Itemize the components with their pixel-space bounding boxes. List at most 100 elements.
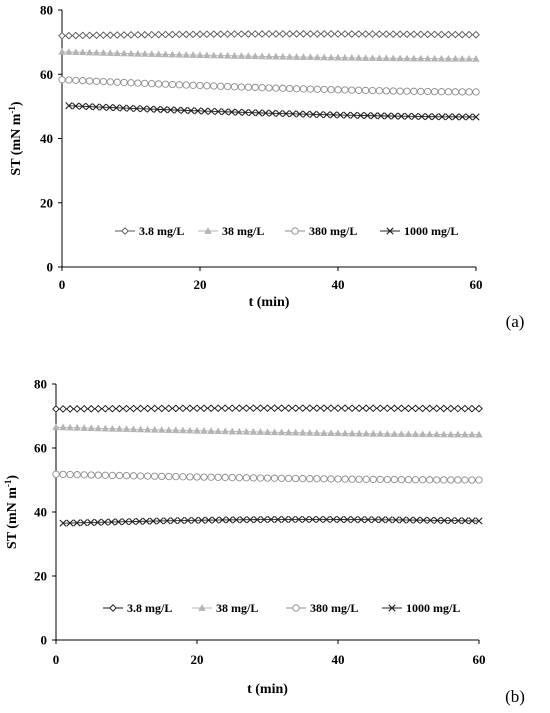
data-point (148, 80, 156, 88)
data-point (327, 30, 335, 38)
data-point (241, 108, 249, 117)
data-point (292, 85, 301, 93)
data-point (403, 54, 411, 62)
data-point (73, 405, 81, 413)
data-point (354, 54, 363, 61)
data-point (272, 52, 280, 60)
data-point (179, 426, 187, 434)
x-tick-label: 40 (332, 652, 345, 667)
data-point (306, 30, 315, 38)
data-point (193, 426, 201, 434)
data-point (232, 516, 240, 524)
series-line (68, 105, 477, 118)
data-point (237, 83, 246, 91)
legend-marker (388, 604, 396, 612)
data-point (87, 404, 96, 413)
data-point (272, 84, 280, 92)
data-point (291, 404, 300, 412)
data-point (228, 404, 237, 413)
data-point (272, 30, 280, 38)
data-point (134, 79, 142, 87)
data-point (129, 472, 138, 480)
data-point (115, 471, 124, 480)
data-point (99, 31, 108, 40)
data-point (461, 404, 469, 413)
data-point (274, 515, 282, 524)
data-point (399, 516, 407, 524)
data-point (472, 55, 480, 62)
data-point (165, 472, 173, 481)
data-point (80, 471, 88, 479)
data-point (214, 473, 222, 481)
data-point (244, 30, 253, 38)
data-point (382, 30, 391, 38)
legend-label: 3.8 mg/L (139, 224, 184, 238)
data-point (122, 425, 131, 432)
data-point (115, 404, 124, 413)
data-point (282, 110, 290, 118)
data-point (87, 424, 95, 432)
data-point (439, 404, 448, 413)
data-point (363, 112, 372, 120)
data-point (437, 30, 446, 39)
data-point (253, 516, 261, 524)
data-point (447, 430, 455, 438)
legend-marker (386, 227, 394, 235)
legend-label: 1000 mg/L (404, 224, 458, 238)
data-point (389, 54, 397, 62)
data-point (128, 517, 136, 526)
data-point (186, 426, 194, 434)
data-point (108, 404, 117, 413)
data-point (168, 50, 177, 58)
data-point (423, 54, 432, 62)
x-tick-label: 20 (194, 277, 207, 292)
data-point (244, 83, 252, 91)
data-point (154, 30, 163, 39)
legend-marker (291, 227, 299, 235)
data-point (348, 429, 356, 437)
data-point (94, 424, 103, 432)
data-point (270, 404, 279, 412)
data-point (417, 87, 425, 96)
data-point (165, 426, 173, 433)
data-point (78, 31, 87, 40)
data-point (267, 515, 275, 524)
data-point (129, 404, 138, 413)
data-point (347, 30, 356, 38)
data-point (309, 110, 317, 118)
data-point (357, 516, 365, 524)
data-point (322, 515, 331, 524)
data-point (203, 82, 211, 90)
data-point (425, 476, 434, 484)
data-point (438, 113, 446, 121)
data-point (361, 86, 370, 95)
data-point (146, 105, 154, 113)
data-point (418, 404, 427, 413)
data-point (182, 81, 190, 89)
data-point (383, 475, 391, 484)
data-point (285, 30, 294, 38)
x-axis-label: t (min) (247, 682, 288, 697)
data-point (298, 404, 307, 412)
data-point (411, 476, 420, 484)
data-point (284, 404, 293, 412)
data-point (355, 475, 363, 483)
data-point (210, 51, 218, 59)
data-point (437, 54, 446, 62)
data-point (207, 427, 215, 434)
data-point (327, 85, 335, 94)
data-point (329, 515, 338, 524)
data-point (465, 113, 473, 121)
data-point (313, 404, 321, 413)
data-point (65, 76, 73, 84)
data-point (472, 30, 480, 39)
data-point (302, 515, 310, 524)
data-point (329, 111, 338, 119)
data-point (336, 111, 344, 119)
data-point (134, 49, 142, 57)
data-point (113, 49, 121, 57)
data-point (291, 428, 300, 436)
data-point (361, 54, 370, 61)
data-point (115, 425, 124, 432)
data-point (390, 404, 399, 413)
